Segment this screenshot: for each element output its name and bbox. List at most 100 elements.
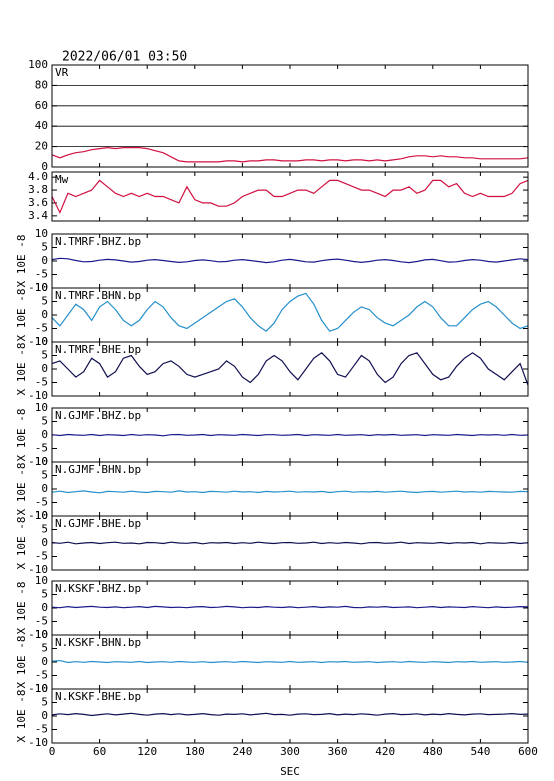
y-tick-label: -10	[28, 736, 48, 749]
y-tick-label: -5	[35, 322, 48, 335]
y-tick-label: 3.8	[28, 183, 48, 196]
data-line	[51, 659, 529, 664]
panel-frame	[51, 341, 529, 397]
y-axis-label: X 10E -8	[15, 463, 28, 516]
y-tick-label: 0	[41, 601, 48, 614]
panel-label: N.GJMF.BHN.bp	[55, 463, 141, 476]
y-tick-label: 5	[41, 415, 48, 428]
panel-label: N.KSKF.BHZ.bp	[55, 582, 141, 595]
data-line	[51, 433, 529, 437]
panel-label: N.KSKF.BHN.bp	[55, 636, 141, 649]
y-tick-label: 100	[28, 58, 48, 71]
panel-label: N.TMRF.BHZ.bp	[55, 235, 141, 248]
y-tick-label: -5	[35, 669, 48, 682]
y-tick-label: 0	[41, 709, 48, 722]
panel-label: N.KSKF.BHE.bp	[55, 690, 141, 703]
y-tick-label: 10	[35, 509, 48, 522]
y-tick-label: 10	[35, 455, 48, 468]
y-tick-label: -10	[28, 335, 48, 348]
y-tick-label: 0	[41, 536, 48, 549]
data-line	[51, 179, 529, 215]
y-axis-label: X 10E -8	[15, 517, 28, 570]
panel-label: N.GJMF.BHE.bp	[55, 517, 141, 530]
x-tick-label: 120	[137, 745, 157, 758]
y-tick-label: 5	[41, 642, 48, 655]
y-tick-label: -10	[28, 628, 48, 641]
y-tick-label: 0	[41, 362, 48, 375]
x-tick-label: 600	[518, 745, 538, 758]
y-tick-label: -5	[35, 496, 48, 509]
data-line	[51, 292, 529, 332]
x-tick-label: 480	[423, 745, 443, 758]
y-tick-label: 0	[41, 160, 48, 173]
y-tick-label: 5	[41, 696, 48, 709]
y-tick-label: 4.0	[28, 170, 48, 183]
y-tick-label: -5	[35, 723, 48, 736]
y-tick-label: 60	[35, 99, 48, 112]
y-tick-label: 10	[35, 682, 48, 695]
y-axis-label: X 10E -8	[15, 343, 28, 396]
y-tick-label: 5	[41, 469, 48, 482]
panel-frame	[51, 171, 529, 222]
x-axis-label: SEC	[280, 765, 300, 778]
data-line	[51, 490, 529, 494]
y-tick-label: 0	[41, 482, 48, 495]
x-tick-label: 300	[280, 745, 300, 758]
panel-label: N.GJMF.BHZ.bp	[55, 409, 141, 422]
y-tick-label: 10	[35, 574, 48, 587]
y-axis-label: X 10E -8	[15, 235, 28, 288]
y-tick-label: 10	[35, 335, 48, 348]
x-tick-label: 420	[375, 745, 395, 758]
y-tick-label: -10	[28, 389, 48, 402]
y-tick-label: 3.6	[28, 196, 48, 209]
data-line	[51, 146, 529, 163]
x-tick-label: 180	[185, 745, 205, 758]
x-tick-label: 0	[49, 745, 56, 758]
y-tick-label: 10	[35, 227, 48, 240]
y-tick-label: 20	[35, 140, 48, 153]
data-line	[51, 257, 529, 264]
y-tick-label: 10	[35, 628, 48, 641]
y-tick-label: 10	[35, 281, 48, 294]
y-tick-label: -10	[28, 682, 48, 695]
y-axis-label: X 10E -8	[15, 409, 28, 462]
y-tick-label: -5	[35, 442, 48, 455]
panel-frame	[51, 515, 529, 571]
panel-label: VR	[55, 66, 69, 79]
panel-frame	[51, 64, 529, 168]
x-tick-label: 60	[93, 745, 106, 758]
y-tick-label: 5	[41, 295, 48, 308]
y-tick-label: 10	[35, 401, 48, 414]
y-tick-label: 40	[35, 119, 48, 132]
panel-label: Mw	[55, 173, 69, 186]
y-axis-label: X 10E -8	[15, 582, 28, 635]
y-tick-label: 3.4	[28, 209, 48, 222]
y-tick-label: 5	[41, 588, 48, 601]
y-tick-label: -10	[28, 509, 48, 522]
data-line	[51, 712, 529, 717]
y-tick-label: -10	[28, 455, 48, 468]
y-tick-label: -5	[35, 268, 48, 281]
y-tick-label: 5	[41, 241, 48, 254]
x-tick-label: 360	[328, 745, 348, 758]
y-tick-label: 0	[41, 308, 48, 321]
data-line	[51, 352, 529, 386]
y-tick-label: 0	[41, 655, 48, 668]
data-line	[51, 605, 529, 609]
y-axis-label: X 10E -8	[15, 636, 28, 689]
y-tick-label: -10	[28, 563, 48, 576]
y-tick-label: -5	[35, 376, 48, 389]
panel-label: N.TMRF.BHE.bp	[55, 343, 141, 356]
y-tick-label: 0	[41, 428, 48, 441]
y-tick-label: 5	[41, 349, 48, 362]
y-tick-label: -10	[28, 281, 48, 294]
y-axis-label: X 10E -8	[15, 690, 28, 743]
y-tick-label: 0	[41, 254, 48, 267]
panel-frame	[51, 688, 529, 744]
x-tick-label: 540	[470, 745, 490, 758]
y-tick-label: -5	[35, 615, 48, 628]
data-line	[51, 541, 529, 545]
chart-title: 2022/06/01 03:50	[62, 50, 187, 65]
panel-label: N.TMRF.BHN.bp	[55, 289, 141, 302]
